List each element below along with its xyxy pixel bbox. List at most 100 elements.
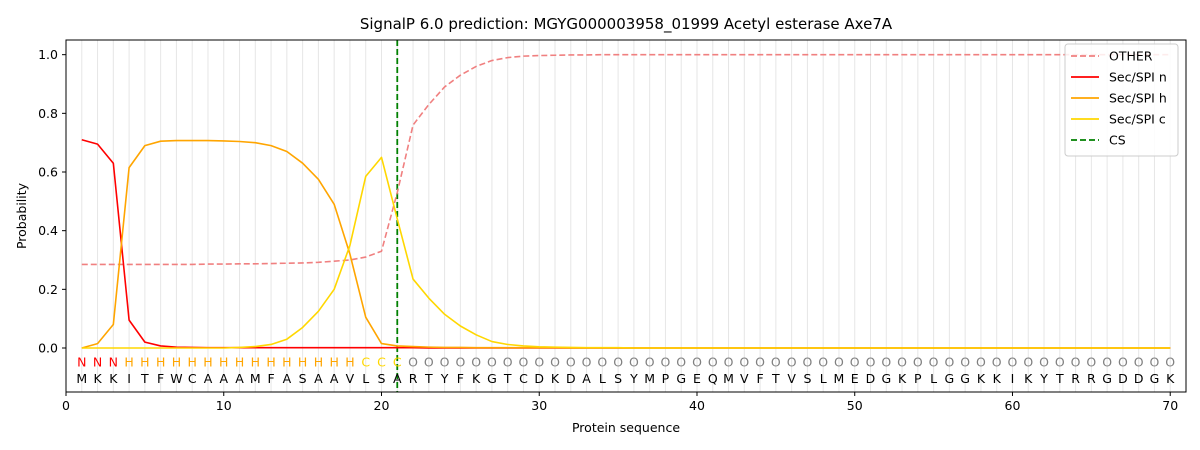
label-letter: H bbox=[187, 355, 196, 370]
label-letter: O bbox=[1023, 355, 1033, 370]
label-letter: O bbox=[471, 355, 481, 370]
residue-letter: Y bbox=[440, 371, 449, 386]
legend-label: Sec/SPI c bbox=[1109, 112, 1166, 127]
residue-letter: A bbox=[283, 371, 292, 386]
y-tick-label: 1.0 bbox=[38, 47, 58, 62]
residue-letter: G bbox=[1102, 371, 1112, 386]
residue-letter: F bbox=[457, 371, 464, 386]
label-letter: O bbox=[424, 355, 434, 370]
residue-letter: K bbox=[1166, 371, 1175, 386]
label-letter: H bbox=[251, 355, 260, 370]
residue-letter: G bbox=[960, 371, 970, 386]
label-letter: O bbox=[992, 355, 1002, 370]
residue-letter: G bbox=[945, 371, 955, 386]
label-letter: O bbox=[802, 355, 812, 370]
label-letter: O bbox=[724, 355, 734, 370]
label-letter: H bbox=[124, 355, 133, 370]
residue-letter: D bbox=[866, 371, 876, 386]
residue-letter: P bbox=[662, 371, 670, 386]
label-letter: O bbox=[661, 355, 671, 370]
residue-letter: L bbox=[820, 371, 827, 386]
residue-letter: P bbox=[914, 371, 922, 386]
label-letter: O bbox=[976, 355, 986, 370]
residue-letter: V bbox=[346, 371, 355, 386]
residue-letter: M bbox=[723, 371, 734, 386]
residue-letter: F bbox=[756, 371, 763, 386]
residue-letter: K bbox=[472, 371, 481, 386]
residue-letter: D bbox=[534, 371, 544, 386]
label-letter: H bbox=[203, 355, 212, 370]
series-line-sec-spi-h bbox=[81, 139, 1171, 349]
label-letter: O bbox=[1039, 355, 1049, 370]
x-tick-label: 30 bbox=[531, 398, 547, 413]
label-letter: O bbox=[787, 355, 797, 370]
series-line-sec-spi-c bbox=[81, 156, 1171, 349]
residue-letter: Y bbox=[629, 371, 638, 386]
label-letter: O bbox=[1055, 355, 1065, 370]
label-letter: O bbox=[1165, 355, 1175, 370]
label-letter: O bbox=[582, 355, 592, 370]
label-letter: O bbox=[771, 355, 781, 370]
label-letter: O bbox=[645, 355, 655, 370]
residue-letter: L bbox=[930, 371, 937, 386]
label-letter: O bbox=[629, 355, 639, 370]
residue-letter: G bbox=[487, 371, 497, 386]
label-letter: H bbox=[172, 355, 181, 370]
label-letter: O bbox=[455, 355, 465, 370]
residue-letter: R bbox=[409, 371, 418, 386]
label-letter: O bbox=[613, 355, 623, 370]
residue-letter: A bbox=[582, 371, 591, 386]
x-tick-label: 10 bbox=[216, 398, 232, 413]
residue-letter: K bbox=[1024, 371, 1033, 386]
label-letter: H bbox=[345, 355, 354, 370]
residue-letter: K bbox=[109, 371, 118, 386]
residue-letter: C bbox=[188, 371, 197, 386]
residue-letter: T bbox=[771, 371, 780, 386]
label-letter: O bbox=[881, 355, 891, 370]
residue-letter: F bbox=[267, 371, 274, 386]
residue-letter: M bbox=[644, 371, 655, 386]
label-letter: O bbox=[440, 355, 450, 370]
label-letter: O bbox=[913, 355, 923, 370]
residue-letter: G bbox=[881, 371, 891, 386]
plot-frame bbox=[65, 39, 1187, 393]
legend-label: Sec/SPI n bbox=[1109, 70, 1167, 85]
residue-letter: K bbox=[898, 371, 907, 386]
y-axis-label: Probability bbox=[14, 182, 29, 249]
series-line-other bbox=[81, 53, 1171, 266]
residue-letter: E bbox=[693, 371, 701, 386]
label-letter: O bbox=[850, 355, 860, 370]
label-letter: N bbox=[93, 355, 102, 370]
label-letter: O bbox=[897, 355, 907, 370]
label-letter: O bbox=[960, 355, 970, 370]
x-tick-label: 40 bbox=[689, 398, 705, 413]
label-letter: O bbox=[676, 355, 686, 370]
residue-letter: G bbox=[1150, 371, 1160, 386]
residue-letter: F bbox=[157, 371, 164, 386]
residue-letter: L bbox=[362, 371, 369, 386]
label-letter: O bbox=[408, 355, 418, 370]
residue-letter: C bbox=[519, 371, 528, 386]
x-tick-label: 70 bbox=[1162, 398, 1178, 413]
residue-letter: A bbox=[393, 371, 402, 386]
x-axis-ticks: 0 10 20 30 40 50 60 70 bbox=[62, 392, 1178, 413]
residue-letter: T bbox=[140, 371, 149, 386]
label-letter: H bbox=[282, 355, 291, 370]
x-axis-label: Protein sequence bbox=[572, 420, 680, 435]
label-letter: H bbox=[298, 355, 307, 370]
residue-letter: R bbox=[1071, 371, 1080, 386]
label-letter: N bbox=[77, 355, 86, 370]
label-letter: O bbox=[818, 355, 828, 370]
label-letter: C bbox=[393, 355, 402, 370]
label-letter: O bbox=[487, 355, 497, 370]
y-tick-label: 0.6 bbox=[38, 165, 58, 180]
label-letter: O bbox=[1118, 355, 1128, 370]
residue-grid bbox=[81, 40, 1171, 392]
label-letter: O bbox=[503, 355, 513, 370]
y-tick-label: 0.8 bbox=[38, 106, 58, 121]
y-tick-label: 0.0 bbox=[38, 341, 58, 356]
label-letter: H bbox=[156, 355, 165, 370]
label-letter: O bbox=[1086, 355, 1096, 370]
residue-letter: A bbox=[219, 371, 228, 386]
residue-letter: R bbox=[1087, 371, 1096, 386]
